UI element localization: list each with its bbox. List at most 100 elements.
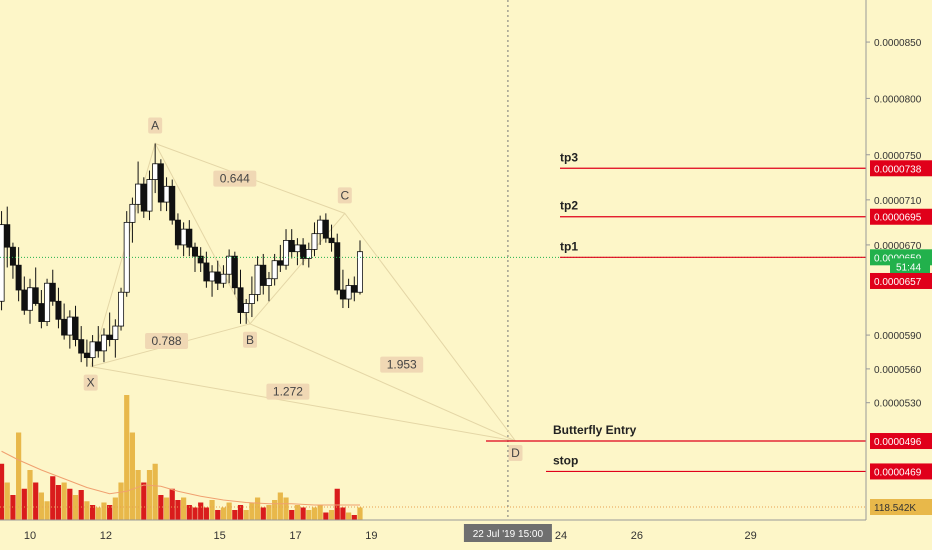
price-badge-text: 51:44 — [896, 262, 921, 273]
volume-bar — [38, 492, 44, 520]
candle-bear — [260, 264, 267, 286]
date-tick-label: 29 — [745, 530, 757, 542]
volume-bar — [84, 501, 90, 520]
point-label-A: A — [151, 118, 159, 132]
candle-bear — [191, 246, 198, 257]
candle-bear — [214, 271, 221, 284]
candle-bull — [66, 316, 73, 336]
volume-bar — [334, 488, 340, 520]
candle-bear — [4, 224, 11, 248]
volume-bar — [351, 515, 357, 520]
price-badge-text: 0.0000695 — [874, 213, 922, 224]
ratio-label: 1.953 — [387, 358, 417, 372]
volume-bar — [158, 495, 164, 520]
date-tick-label: 24 — [555, 530, 567, 542]
candles-layer — [0, 143, 363, 367]
volume-bar — [181, 497, 187, 520]
price-badge — [870, 208, 932, 225]
price-badge-text: 0.0000496 — [874, 437, 922, 448]
volume-bar — [254, 497, 261, 520]
level-label: stop — [553, 453, 578, 467]
volume-bar — [118, 482, 124, 520]
price-tick-label: 0.0000560 — [874, 365, 922, 376]
volume-bar — [78, 490, 84, 520]
price-badge — [870, 272, 932, 289]
volume-bar — [198, 502, 204, 520]
volume-bar — [21, 488, 27, 520]
candle-bull — [271, 260, 278, 280]
point-label-bg — [508, 445, 523, 462]
volume-bar — [112, 497, 118, 520]
price-badge — [870, 160, 932, 177]
volume-bar — [95, 507, 101, 520]
candle-bull — [118, 291, 125, 327]
volume-bar — [237, 505, 244, 520]
volume-bar — [89, 505, 96, 520]
candle-bull — [254, 264, 261, 295]
crosshair-date-badge — [463, 524, 552, 542]
candle-bull — [305, 249, 312, 259]
harmonic-pattern: X A B C D 0.644 0.788 1.953 1.272 — [83, 0, 523, 520]
candle-bull — [152, 163, 159, 180]
candle-bull — [89, 341, 96, 359]
ratio-label-bg — [380, 356, 424, 373]
volume-bar — [311, 507, 318, 520]
volume-bar — [124, 395, 130, 520]
candle-bull — [26, 287, 33, 311]
candle-bull — [226, 255, 233, 275]
level-label: Butterfly Entry — [553, 423, 637, 437]
point-label-X: X — [87, 376, 95, 390]
candle-bear — [78, 339, 85, 354]
date-tick-label: 19 — [365, 530, 377, 542]
candle-bull — [135, 183, 142, 205]
volume-bar — [4, 482, 10, 520]
volume-layer — [0, 395, 866, 520]
volume-bar — [209, 500, 215, 520]
volume-bar — [283, 497, 289, 520]
volume-bar — [27, 470, 33, 520]
volume-bar — [67, 488, 73, 520]
price-tick-label: 0.0000750 — [874, 151, 922, 162]
candle-bear — [277, 260, 284, 266]
volume-bar — [226, 502, 232, 520]
point-label-bg — [337, 187, 352, 204]
candle-bear — [339, 289, 346, 300]
level-label: tp1 — [560, 239, 578, 253]
candle-bear — [288, 240, 295, 253]
date-axis: 10 12 15 17 19 24 26 29 22 Jul '19 15:00 — [0, 519, 932, 550]
volume-bar — [135, 470, 141, 520]
ratio-label-bg — [266, 383, 310, 400]
candle-bear — [203, 262, 210, 282]
point-label-B: B — [246, 333, 254, 347]
candle-bear — [300, 244, 307, 259]
price-badge — [890, 258, 930, 275]
date-tick-label: 12 — [100, 530, 112, 542]
candle-bear — [169, 185, 176, 221]
volume-bar — [44, 501, 50, 520]
candle-bull — [345, 285, 352, 300]
candle-bear — [174, 219, 181, 246]
price-tick-label: 0.0000590 — [874, 331, 922, 342]
volume-bar — [357, 507, 363, 520]
volume-bar — [203, 507, 209, 520]
volume-bar — [220, 507, 227, 520]
volume-bar — [215, 510, 221, 520]
candle-bull — [265, 278, 272, 286]
candle-bull — [283, 240, 290, 266]
volume-bar — [50, 476, 56, 520]
level-label: tp3 — [560, 150, 578, 164]
candle-bear — [49, 282, 56, 302]
candle-bull — [356, 251, 363, 293]
ratio-label: 0.644 — [220, 172, 250, 186]
candle-bear — [83, 352, 90, 359]
volume-bar — [346, 512, 352, 520]
volume-bar — [163, 497, 170, 520]
candle-bear — [186, 228, 193, 248]
volume-bar — [260, 507, 266, 520]
price-axis: 0.00009000.00008500.00008000.00007500.00… — [865, 0, 932, 550]
point-label-bg — [242, 331, 257, 348]
candle-bear — [140, 183, 147, 212]
candle-bull — [248, 294, 255, 304]
candle-bear — [95, 341, 102, 352]
pattern-ratio-line — [249, 323, 516, 442]
